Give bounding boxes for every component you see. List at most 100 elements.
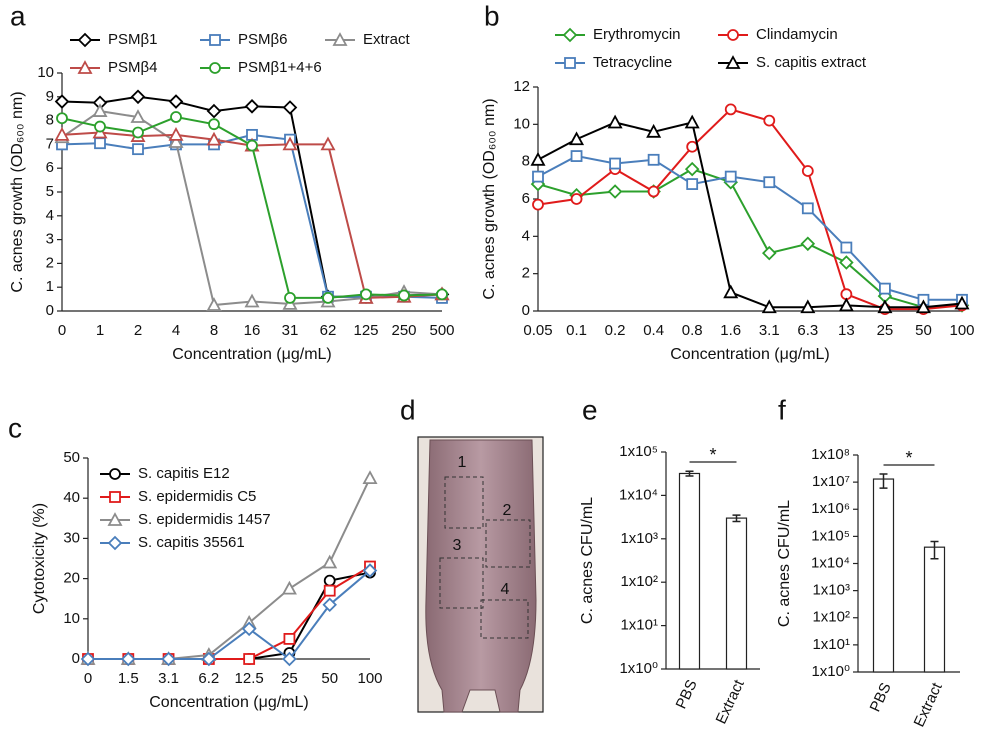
legend-label: S. epidermidis C5: [138, 488, 256, 505]
y-tick-label: 1x10⁷: [812, 473, 850, 490]
legend-label: PSMβ1: [108, 31, 157, 48]
point: [54, 127, 70, 141]
x-tick-label: 4: [172, 322, 180, 339]
y-tick-label: 1x10¹: [620, 617, 658, 634]
y-axis-title: Cytotoxicity (%): [31, 503, 48, 614]
legend-marker: [562, 27, 578, 43]
legend-label: PSMβ6: [238, 31, 287, 48]
point: [723, 284, 739, 299]
x-tick-label: 500: [429, 322, 454, 339]
error-bar: [930, 540, 939, 560]
point: [839, 255, 854, 270]
legend-label: S. capitis 35561: [138, 534, 245, 551]
point: [877, 299, 893, 314]
point: [840, 241, 853, 254]
region-label: 2: [503, 502, 512, 519]
legend-label: PSMβ1+4+6: [238, 59, 322, 76]
point: [130, 89, 146, 105]
point: [121, 651, 136, 667]
point: [609, 157, 621, 170]
x-tick-label: 16: [244, 322, 261, 339]
legend-marker: [109, 468, 121, 480]
x-tick-label: 0: [84, 670, 92, 687]
point: [56, 112, 68, 125]
x-tick-label: Extract: [911, 679, 946, 729]
y-axis-title: C. acnes growth (OD₆₀₀ nm): [9, 91, 26, 292]
legend-marker: [332, 32, 348, 46]
y-tick-label: 4: [522, 227, 530, 244]
y-tick-label: 1x10³: [812, 582, 850, 599]
x-tick-label: PBS: [867, 680, 895, 714]
point: [801, 165, 814, 177]
point: [281, 580, 297, 595]
x-tick-label: Extract: [713, 676, 748, 726]
region-box: [439, 557, 484, 609]
bar: [678, 472, 701, 670]
legend-label: Erythromycin: [593, 26, 681, 43]
x-tick-label: 6.2: [198, 670, 219, 687]
y-tick-label: 9: [46, 88, 54, 105]
y-tick-label: 40: [63, 489, 80, 506]
error-bar: [685, 470, 694, 477]
line: [88, 477, 371, 660]
point: [161, 651, 176, 667]
y-tick-label: 1x10⁶: [811, 500, 850, 517]
x-tick-label: 0.8: [682, 322, 703, 339]
point: [322, 554, 338, 569]
point: [532, 170, 544, 183]
legend-marker: [209, 62, 221, 74]
y-tick-label: 1x10²: [812, 609, 850, 626]
x-tick-label: 250: [391, 322, 416, 339]
y-tick-label: 1x10³: [620, 530, 658, 547]
region-label: 3: [453, 537, 462, 554]
point: [684, 114, 700, 129]
point: [607, 184, 623, 199]
y-tick-label: 8: [522, 153, 530, 170]
point: [322, 597, 337, 613]
x-tick-label: 1: [96, 322, 104, 339]
y-tick-label: 1: [46, 278, 54, 295]
point: [243, 653, 256, 665]
x-tick-label: 100: [357, 670, 382, 687]
point: [323, 584, 336, 597]
line: [537, 168, 963, 309]
y-tick-label: 6: [46, 159, 54, 176]
y-tick-label: 1x10¹: [812, 636, 850, 653]
point: [646, 123, 662, 138]
bar: [725, 517, 748, 670]
point: [132, 126, 144, 139]
point: [206, 297, 222, 311]
panel-letter: a: [10, 0, 26, 31]
point: [362, 563, 378, 578]
panel-letter: b: [484, 0, 500, 31]
region-label: 1: [458, 454, 467, 471]
point: [686, 140, 699, 153]
point: [320, 136, 336, 151]
y-tick-label: 7: [46, 135, 54, 152]
x-tick-label: 3.1: [158, 670, 179, 687]
point: [322, 292, 334, 304]
line: [61, 133, 443, 299]
panel-letter: d: [400, 394, 416, 425]
point: [201, 651, 217, 667]
x-tick-label: 0.4: [643, 322, 664, 339]
y-tick-label: 2: [46, 254, 54, 271]
y-tick-label: 1x10⁰: [811, 663, 850, 680]
y-tick-label: 1x10⁴: [619, 486, 658, 503]
legend-label: S. epidermidis 1457: [138, 511, 271, 528]
legend-marker: [564, 57, 576, 69]
error-bar: [732, 514, 741, 523]
point: [915, 299, 931, 314]
x-tick-label: 0: [58, 322, 66, 339]
point: [724, 103, 737, 116]
panel-letter: f: [778, 394, 786, 425]
point: [761, 245, 777, 261]
legend-marker: [77, 32, 93, 48]
y-axis-title: C. acnes CFU/mL: [579, 497, 596, 624]
line: [61, 95, 443, 298]
panel-letter: c: [8, 412, 22, 443]
legend-label: PSMβ4: [108, 59, 157, 76]
panel-letter: e: [582, 394, 598, 425]
point: [686, 178, 699, 190]
